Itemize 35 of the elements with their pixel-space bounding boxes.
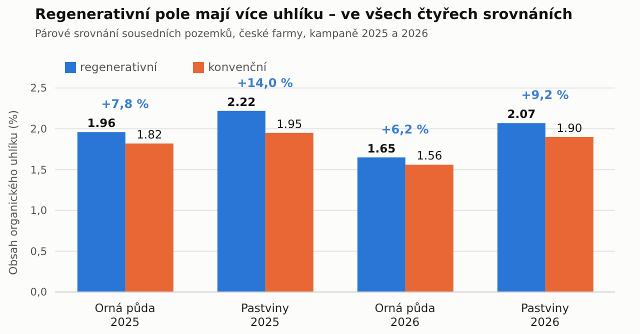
data-label: 1.90 [556, 120, 582, 135]
y-axis-title: Obsah organického uhlíku (%) [6, 110, 20, 275]
y-tick-label: 1,0 [30, 205, 47, 218]
x-tick-label: Pastviny 2025 [240, 301, 290, 329]
x-tick-label: Orná půda 2025 [94, 301, 156, 329]
bar [497, 123, 546, 292]
x-tick-label: Pastviny 2026 [520, 301, 570, 329]
chart-title: Regenerativní pole mají více uhlíku – ve všech čtyřech srovnáních [35, 7, 573, 23]
x-tick-label: Orná půda 2026 [374, 301, 436, 329]
data-label: 1.65 [367, 141, 396, 156]
data-label: 1.56 [416, 148, 442, 163]
annotation: +6,2 % [381, 122, 429, 136]
y-tick-label: 2,5 [30, 82, 47, 95]
y-tick-label: 1,5 [30, 164, 47, 176]
y-tick-label: 0,0 [30, 286, 47, 299]
bar [405, 164, 454, 292]
annotation: +14,0 % [237, 76, 293, 90]
bar [77, 132, 126, 292]
legend-label: regenerativní [80, 60, 158, 74]
y-tick-label: 2,0 [30, 124, 47, 136]
data-label: 1.96 [87, 116, 116, 130]
data-label: 2.22 [227, 94, 256, 109]
bar [265, 132, 314, 292]
bar [125, 143, 174, 292]
data-label: 1.82 [136, 127, 162, 142]
annotation: +9,2 % [521, 88, 569, 102]
y-tick-label: 0,5 [30, 246, 47, 258]
bar [217, 110, 266, 292]
data-label: 2.07 [507, 107, 536, 122]
bar [357, 157, 406, 292]
bar [545, 136, 594, 292]
annotation: +7,8 % [101, 97, 149, 112]
legend-label: konvenční [208, 60, 267, 74]
data-label: 1.95 [276, 116, 302, 131]
chart-subtitle: Párové srovnání sousedních pozemků, české farmy, kampaně 2025 a 2026 [35, 28, 428, 40]
